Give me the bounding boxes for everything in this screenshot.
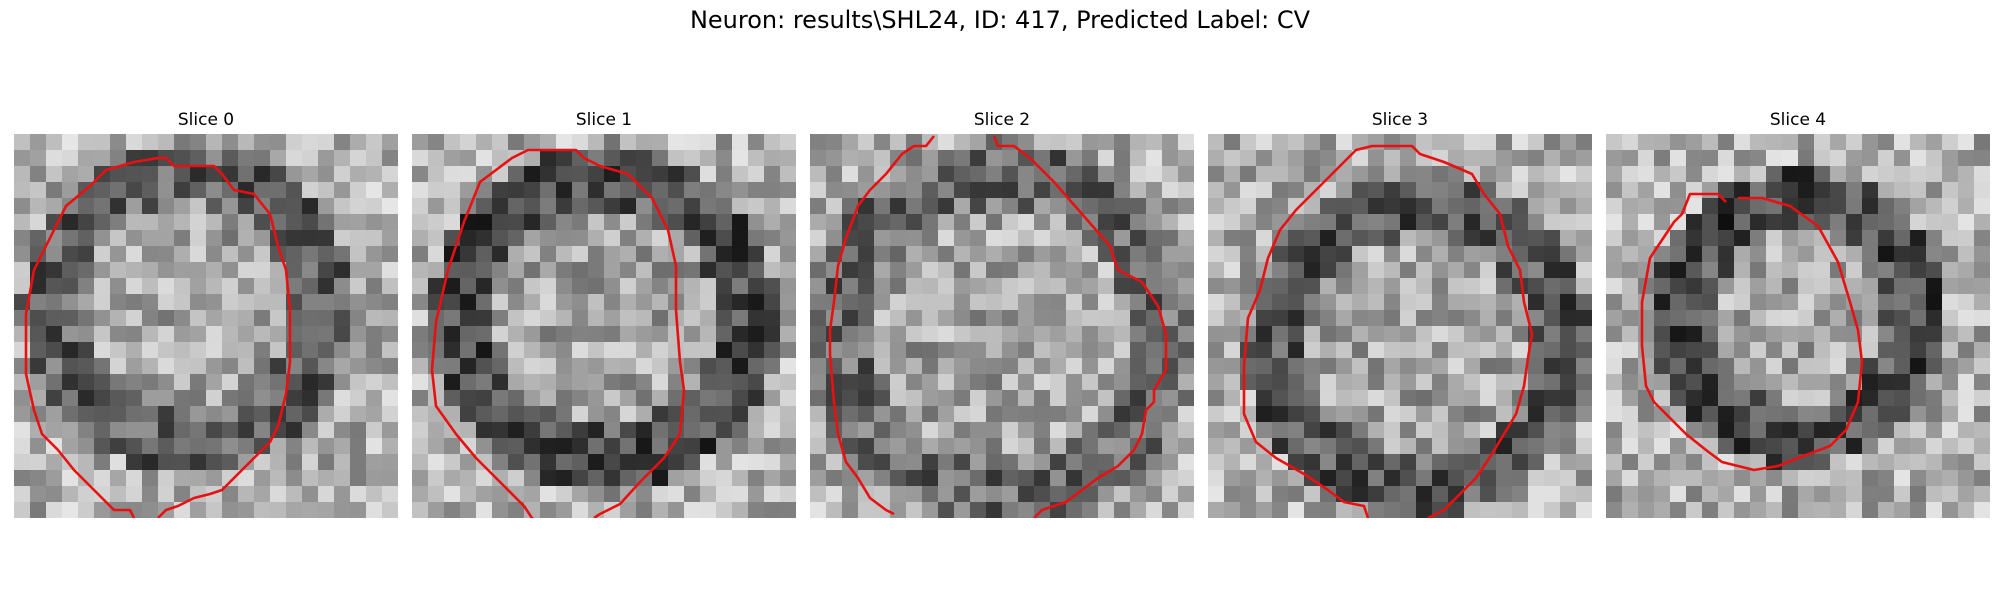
slice-panel-1: Slice 1 <box>412 108 796 518</box>
micrograph-pixels <box>1606 134 1990 518</box>
slice-title-3: Slice 3 <box>1208 108 1592 132</box>
slice-panel-3: Slice 3 <box>1208 108 1592 518</box>
slice-title-0: Slice 0 <box>14 108 398 132</box>
slice-title-2: Slice 2 <box>810 108 1194 132</box>
slice-panel-4: Slice 4 <box>1606 108 1990 518</box>
slice-panel-0: Slice 0 <box>14 108 398 518</box>
slice-image-4 <box>1606 134 1990 518</box>
micrograph-pixels <box>412 134 796 518</box>
slice-image-2 <box>810 134 1194 518</box>
micrograph-pixels <box>14 134 398 518</box>
micrograph-pixels <box>1208 134 1592 518</box>
slice-title-1: Slice 1 <box>412 108 796 132</box>
slice-image-0 <box>14 134 398 518</box>
slice-title-4: Slice 4 <box>1606 108 1990 132</box>
figure-title: Neuron: results\SHL24, ID: 417, Predicte… <box>0 6 2000 34</box>
slice-panel-2: Slice 2 <box>810 108 1194 518</box>
slice-image-3 <box>1208 134 1592 518</box>
slice-image-1 <box>412 134 796 518</box>
